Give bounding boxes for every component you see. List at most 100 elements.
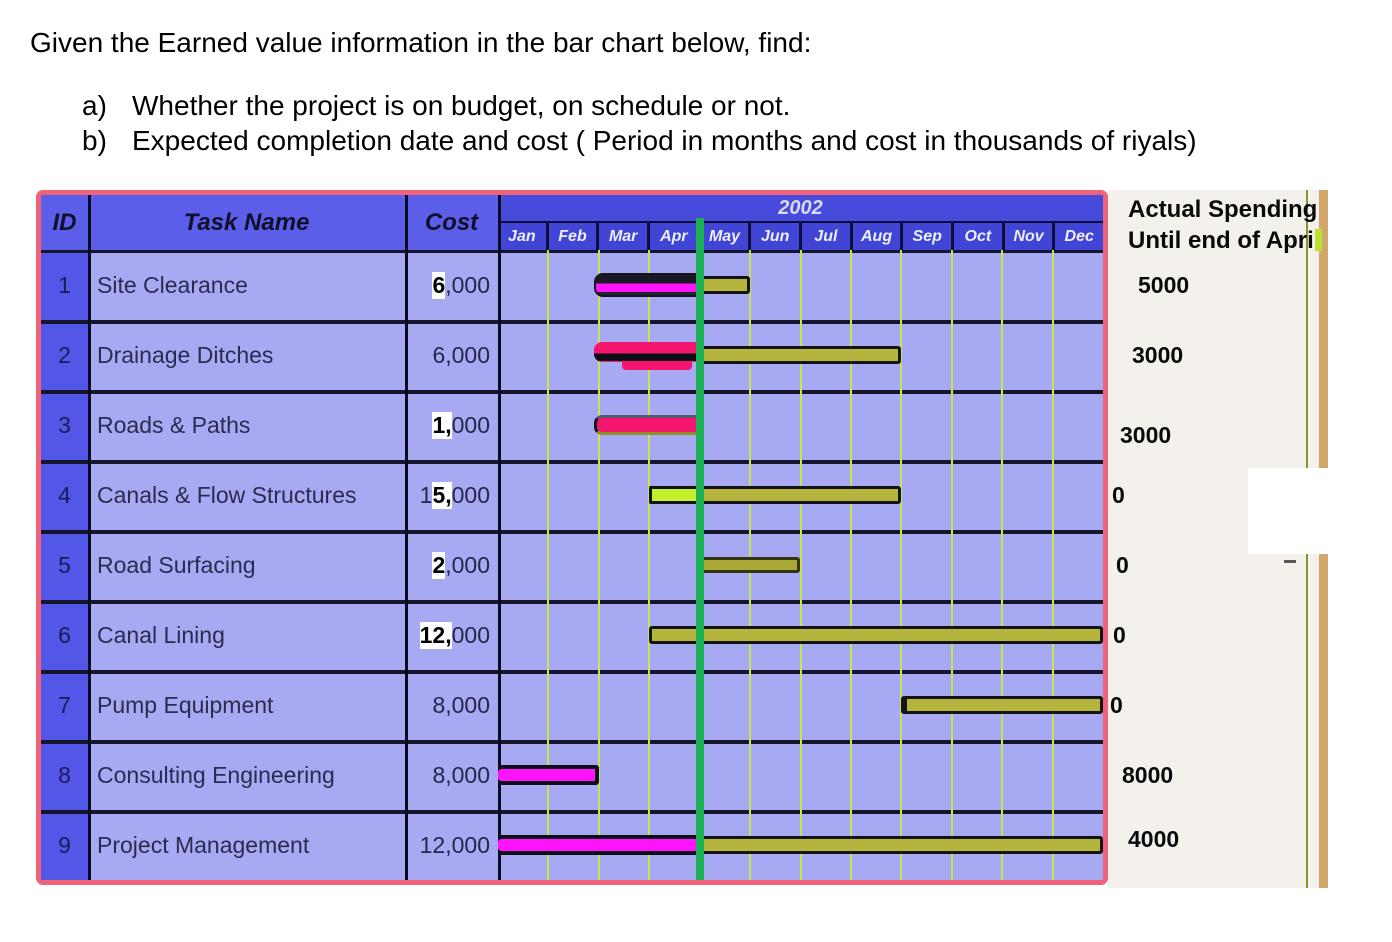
panel-header-line1: Actual Spending xyxy=(1128,196,1318,223)
row-separator xyxy=(41,460,1103,464)
task-id-cell: 4 xyxy=(41,460,88,530)
task-name: Canal Lining xyxy=(97,621,225,648)
task-cost-cell: 12,000 xyxy=(405,810,498,880)
task-cost-cell: 8,000 xyxy=(405,740,498,810)
cost-highlighted-text: 1, xyxy=(432,411,452,439)
task-name-cell: Site Clearance xyxy=(88,250,405,320)
cost-text: ,000 xyxy=(445,271,490,298)
row-separator xyxy=(41,810,1103,814)
actual-spending-panel: Actual Spending Until end of Apri 5000 30… xyxy=(1108,190,1392,890)
row-separator xyxy=(41,670,1103,674)
table-row: 1 Site Clearance 6,000 xyxy=(41,250,1103,320)
small-dash-mark xyxy=(1284,560,1296,563)
task-id: 3 xyxy=(58,411,71,438)
task-cost-cell: 2,000 xyxy=(405,530,498,600)
task-name: Site Clearance xyxy=(97,271,248,298)
month-cell: Jan xyxy=(498,223,546,250)
task-cost-cell: 12,000 xyxy=(405,600,498,670)
month-cell: Nov xyxy=(1001,223,1053,250)
task-id: 5 xyxy=(58,551,71,578)
item-a-marker: a) xyxy=(82,90,107,121)
task-cost-cell: 8,000 xyxy=(405,670,498,740)
panel-header-line2: Until end of Apri xyxy=(1128,227,1314,254)
task-id: 9 xyxy=(58,831,71,858)
cost-highlighted-text: 2 xyxy=(432,551,446,579)
month-cell: Aug xyxy=(849,223,901,250)
month-label: Sep xyxy=(912,227,942,245)
column-separator xyxy=(405,195,408,880)
status-date-line xyxy=(695,218,704,880)
task-id-cell: 1 xyxy=(41,250,88,320)
header-id: ID xyxy=(41,195,88,250)
month-gridline xyxy=(900,250,903,880)
task-id: 2 xyxy=(58,341,71,368)
table-row: 3 Roads & Paths 1, 000 xyxy=(41,390,1103,460)
year-band: 2002 xyxy=(498,195,1103,223)
task-name: Consulting Engineering xyxy=(97,761,335,788)
bar-segment-olive xyxy=(699,276,751,294)
row-separator xyxy=(41,600,1103,604)
month-label: Jul xyxy=(814,227,838,245)
task-id: 8 xyxy=(58,761,71,788)
item-b-marker: b) xyxy=(82,125,107,156)
month-gridline xyxy=(547,250,550,880)
bar-segment-olive xyxy=(699,486,902,504)
month-label: Jan xyxy=(508,227,536,245)
table-row: 8 Consulting Engineering 8,000 xyxy=(41,740,1103,810)
cost-highlighted-text: 6 xyxy=(432,271,446,299)
month-label: Oct xyxy=(964,227,992,245)
row-separator xyxy=(41,740,1103,744)
column-separator xyxy=(88,195,91,880)
item-b-text: Expected completion date and cost ( Peri… xyxy=(132,125,1197,156)
task-name: Drainage Ditches xyxy=(97,341,274,368)
month-label: Aug xyxy=(860,227,893,245)
task-id-cell: 7 xyxy=(41,670,88,740)
task-name-cell: Drainage Ditches xyxy=(88,320,405,390)
bar-segment-magenta-heavy xyxy=(593,273,700,297)
month-cell: Feb xyxy=(545,223,597,250)
task-id: 1 xyxy=(58,271,71,298)
task-id-cell: 5 xyxy=(41,530,88,600)
table-row: 7 Pump Equipment 8,000 xyxy=(41,670,1103,740)
question-items: a) Whether the project is on budget, on … xyxy=(30,88,1360,158)
actual-spending-value: 0 xyxy=(1116,552,1129,578)
month-cell: Sep xyxy=(900,223,952,250)
bar-segment-olive-dark xyxy=(699,557,801,573)
cost-text: ,000 xyxy=(445,551,490,578)
row-separator xyxy=(41,530,1103,534)
cost-text: 000 xyxy=(451,621,490,648)
bar-segment-olive xyxy=(699,836,1103,854)
task-cost-cell: 1, 000 xyxy=(405,390,498,460)
month-gridline xyxy=(950,250,953,880)
actual-spending-value: 5000 xyxy=(1138,272,1190,298)
cost-text: 000 xyxy=(451,481,490,508)
task-name: Road Surfacing xyxy=(97,551,256,578)
month-label: Mar xyxy=(608,227,638,245)
task-name-cell: Road Surfacing xyxy=(88,530,405,600)
clipped-letter-mark xyxy=(1314,229,1322,251)
task-name: Project Management xyxy=(97,831,310,858)
white-patch xyxy=(1248,468,1392,554)
bar-segment-olive xyxy=(649,626,1103,644)
task-id-cell: 3 xyxy=(41,390,88,460)
task-id-cell: 6 xyxy=(41,600,88,670)
month-gridline xyxy=(1051,250,1054,880)
task-name: Canals & Flow Structures xyxy=(97,481,357,508)
task-cost-cell: 6,000 xyxy=(405,250,498,320)
task-name: Pump Equipment xyxy=(97,691,274,718)
task-id-cell: 8 xyxy=(41,740,88,810)
cost-text: 1 xyxy=(419,481,433,508)
task-id-cell: 2 xyxy=(41,320,88,390)
cost-text: 8,000 xyxy=(432,761,490,788)
actual-spending-value: 0 xyxy=(1113,622,1126,648)
actual-spending-value: 3000 xyxy=(1132,342,1184,368)
task-name: Roads & Paths xyxy=(97,411,251,438)
month-cell: Oct xyxy=(951,223,1002,250)
question-item-b: b) Expected completion date and cost ( P… xyxy=(30,123,1360,158)
task-id: 4 xyxy=(58,481,71,508)
task-name-cell: Roads & Paths xyxy=(88,390,405,460)
month-gridline xyxy=(597,250,600,880)
table-row: 6 Canal Lining 12, 000 xyxy=(41,600,1103,670)
bar-segment-magenta xyxy=(498,835,700,855)
item-a-text: Whether the project is on budget, on sch… xyxy=(132,90,791,121)
